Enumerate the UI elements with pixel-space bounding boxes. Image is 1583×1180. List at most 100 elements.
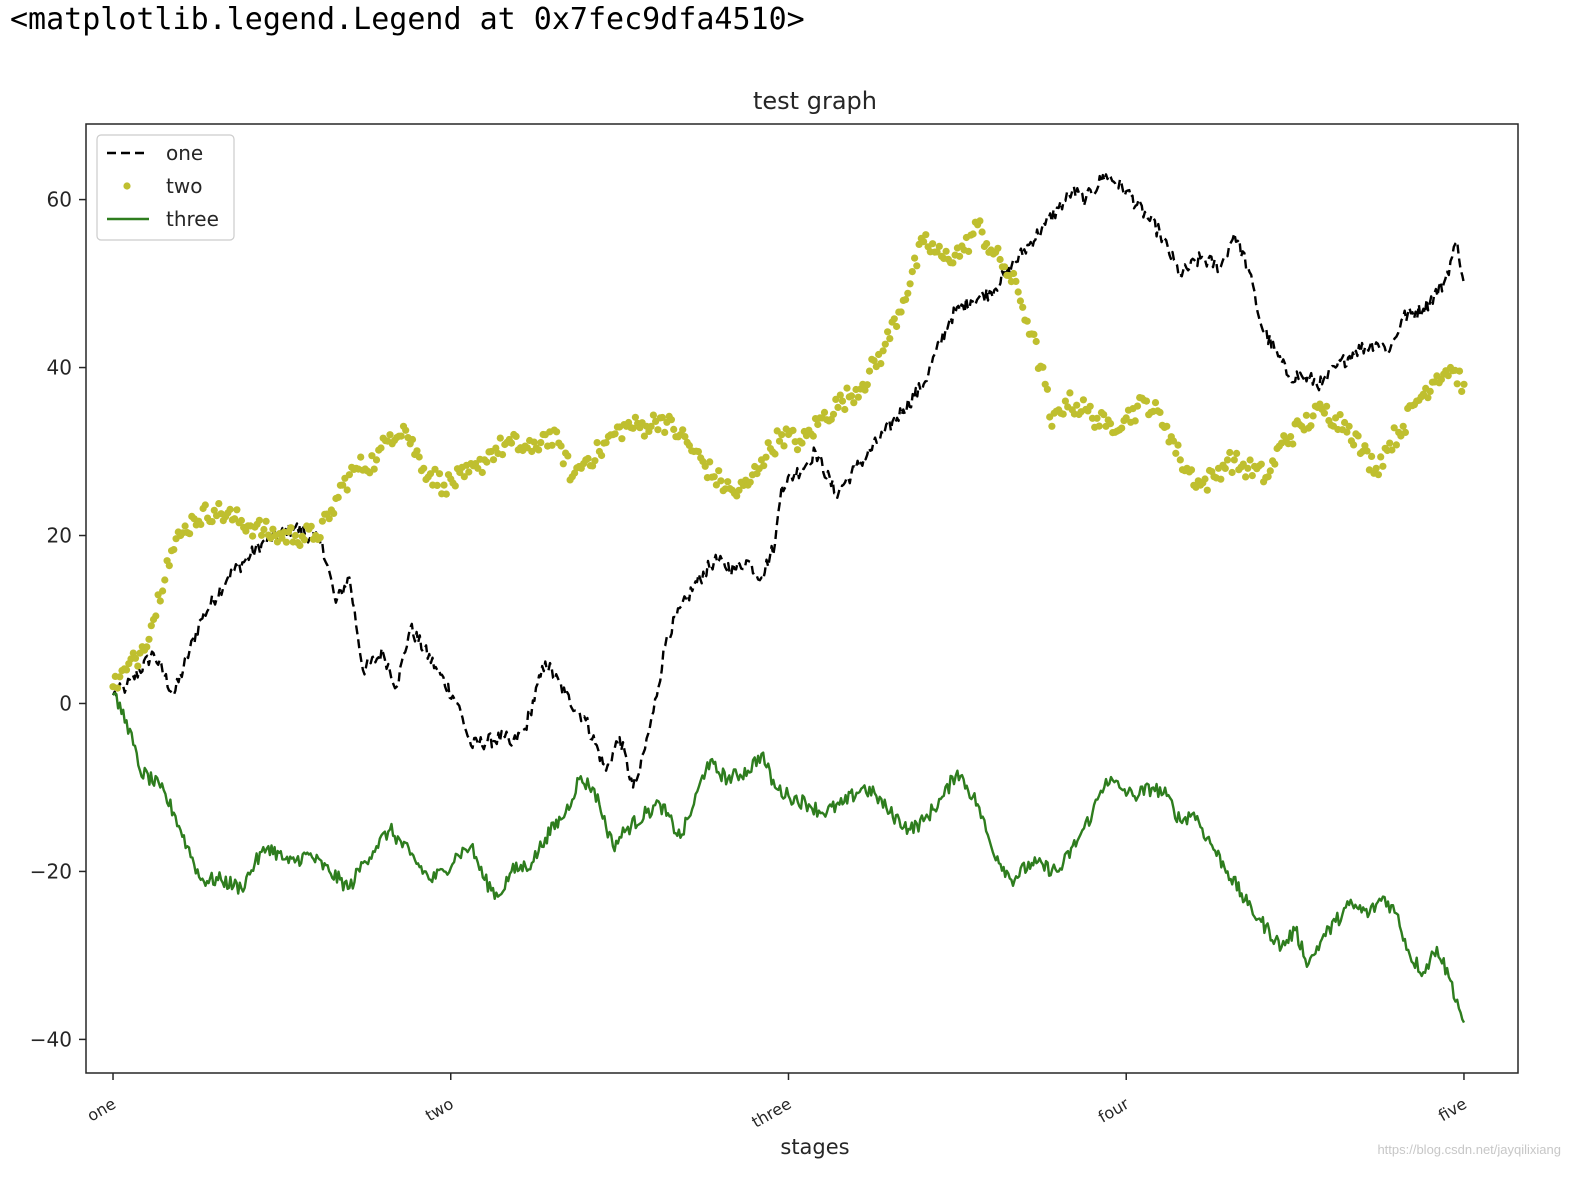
data-point [602, 439, 610, 447]
data-point [415, 453, 423, 461]
data-point [976, 217, 984, 225]
data-point [186, 530, 194, 538]
data-point [798, 439, 806, 447]
data-point [156, 597, 164, 605]
data-point [929, 240, 937, 248]
data-point [233, 506, 241, 514]
data-point [1233, 449, 1241, 457]
data-point [778, 431, 786, 439]
data-point [548, 441, 556, 449]
data-point [735, 486, 743, 494]
data-point [564, 452, 572, 460]
data-point [618, 435, 626, 443]
data-point [1379, 462, 1387, 470]
data-point [492, 444, 500, 452]
data-point [465, 468, 473, 476]
data-point [935, 242, 943, 250]
data-point [893, 322, 901, 331]
data-point [983, 240, 991, 248]
data-point [897, 308, 905, 316]
data-point [1399, 422, 1407, 430]
legend: one two three [96, 134, 235, 241]
data-point [710, 473, 718, 481]
data-point [667, 416, 676, 424]
data-point [965, 247, 973, 255]
data-point [165, 562, 173, 570]
data-point [451, 482, 459, 490]
data-point [1345, 422, 1353, 430]
data-point [1350, 441, 1358, 449]
data-point [197, 520, 205, 529]
data-point [408, 435, 417, 444]
data-point [483, 458, 491, 466]
data-point [1151, 399, 1160, 407]
data-point [886, 335, 894, 343]
data-point [1390, 424, 1398, 432]
data-point [715, 467, 723, 475]
data-point [598, 451, 606, 460]
data-point [287, 524, 295, 532]
x-tick-label: five [1435, 1094, 1470, 1125]
legend-label-one: one [166, 141, 203, 165]
data-point [1363, 447, 1371, 455]
data-point [201, 501, 209, 509]
data-point [316, 534, 324, 542]
data-point [1176, 456, 1184, 464]
data-point [1287, 433, 1295, 441]
data-point [1386, 439, 1394, 447]
data-point [1174, 441, 1182, 449]
data-point [994, 244, 1002, 252]
data-point [1343, 428, 1351, 436]
data-point [1048, 422, 1056, 430]
data-point [1244, 464, 1252, 472]
data-point [809, 432, 817, 440]
data-point [920, 238, 928, 246]
data-point [861, 386, 869, 394]
data-point [1043, 385, 1051, 393]
data-point [1131, 417, 1139, 425]
data-point [814, 420, 822, 429]
data-point [334, 493, 342, 501]
data-point [1228, 468, 1236, 477]
data-point [339, 481, 347, 489]
data-point [208, 518, 216, 526]
data-point [435, 470, 444, 478]
data-point [368, 452, 376, 460]
data-point [433, 481, 441, 489]
data-point [397, 432, 405, 440]
data-point [181, 522, 189, 530]
data-point [512, 432, 520, 440]
data-point [820, 408, 829, 416]
data-point [498, 451, 507, 459]
data-point [1248, 472, 1256, 480]
data-point [1086, 402, 1094, 410]
data-point [843, 384, 851, 392]
data-point [343, 486, 351, 494]
data-point [553, 428, 561, 436]
data-point [911, 254, 919, 262]
data-point [879, 347, 887, 355]
data-point [431, 465, 439, 473]
data-point [1156, 408, 1164, 416]
data-point [1095, 422, 1103, 430]
data-point [969, 230, 977, 238]
data-point [1401, 428, 1409, 436]
data-point [836, 391, 844, 399]
data-point [1163, 422, 1171, 430]
data-point [1201, 475, 1209, 483]
data-point [789, 426, 797, 434]
y-tick-label: 40 [47, 356, 72, 380]
data-point [870, 357, 878, 365]
data-point [345, 471, 353, 479]
data-point [611, 430, 619, 438]
data-point [1266, 467, 1274, 475]
data-point [260, 525, 268, 534]
x-tick-label: three [748, 1094, 794, 1132]
data-point [996, 255, 1004, 264]
y-tick-label: −20 [30, 859, 72, 883]
data-point [1368, 452, 1376, 460]
data-point [854, 393, 862, 401]
data-point [307, 522, 315, 530]
data-point [1118, 424, 1126, 432]
